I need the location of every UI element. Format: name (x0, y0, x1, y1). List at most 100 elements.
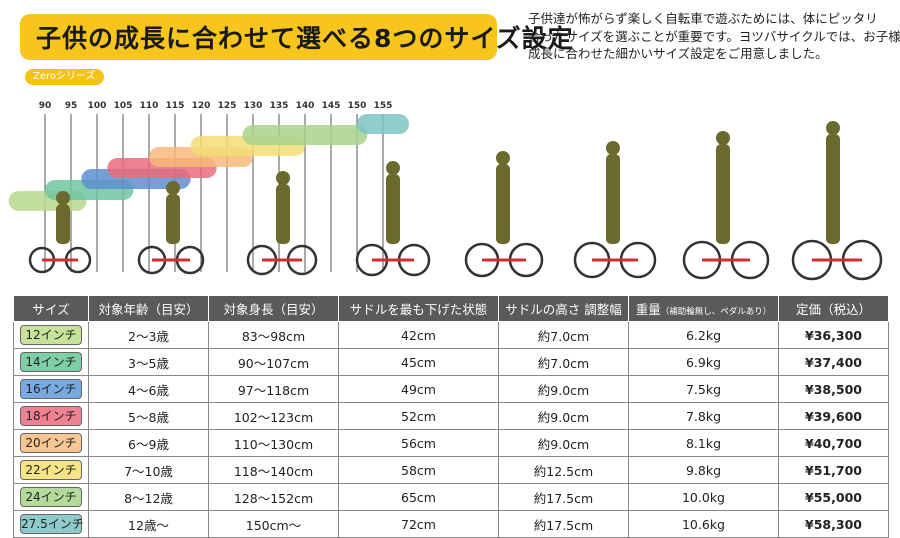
size-cell: 22インチ (13, 456, 89, 484)
age-cell: 6～9歳 (88, 429, 209, 457)
scale-tick-label: 125 (218, 101, 237, 111)
height-cell: 97～118cm (208, 375, 339, 403)
header-saddle-min: サドルを最も下げた状態 (338, 295, 499, 322)
child-head (166, 181, 180, 195)
description-line: 子供達が怖がらず楽しく自転車で遊ぶためには、体にピッタリ (528, 11, 878, 26)
table-row: 14インチ 3～5歳 90～107cm 45cm 約7.0cm 6.9kg ¥37,400 (13, 348, 889, 376)
adjust-cell: 約9.0cm (498, 402, 629, 430)
size-badge: 20インチ (20, 433, 82, 453)
age-cell: 12歳～ (88, 510, 209, 538)
saddle-min-cell: 42cm (338, 321, 499, 349)
size-cell: 16インチ (13, 375, 89, 403)
scale-tick-label: 145 (322, 101, 341, 111)
saddle-min-cell: 45cm (338, 348, 499, 376)
adjust-cell: 約7.0cm (498, 348, 629, 376)
adjust-cell: 約12.5cm (498, 456, 629, 484)
saddle-min-cell: 56cm (338, 429, 499, 457)
weight-cell: 6.9kg (628, 348, 779, 376)
age-cell: 2～3歳 (88, 321, 209, 349)
scale-tick-label: 150 (348, 101, 367, 111)
scale-tick-label: 110 (140, 101, 159, 111)
child-silhouette (386, 174, 400, 244)
price-cell: ¥40,700 (778, 429, 889, 457)
adjust-cell: 約17.5cm (498, 510, 629, 538)
size-badge: 12インチ (20, 325, 82, 345)
adjust-cell: 約7.0cm (498, 321, 629, 349)
height-chart: 90 95 100 105 110 115 120 125 130 135 140 145 150 155 (8, 101, 883, 281)
price-cell: ¥38,500 (778, 375, 889, 403)
scale-tick-label: 120 (192, 101, 211, 111)
table-row: 18インチ 5～8歳 102～123cm 52cm 約9.0cm 7.8kg ¥39,600 (13, 402, 889, 430)
weight-cell: 8.1kg (628, 429, 779, 457)
header-adjust: サドルの高さ 調整幅 (498, 295, 629, 322)
size-badge: 18インチ (20, 406, 82, 426)
price-cell: ¥37,400 (778, 348, 889, 376)
child-silhouette (56, 204, 70, 244)
child-head (496, 151, 510, 165)
scale-tick-label: 90 (39, 101, 52, 111)
weight-cell: 7.5kg (628, 375, 779, 403)
scale-tick-label: 115 (166, 101, 185, 111)
height-cell: 102～123cm (208, 402, 339, 430)
table-row: 27.5インチ 12歳～ 150cm～ 72cm 約17.5cm 10.6kg ¥58,30… (13, 510, 889, 538)
age-cell: 4～6歳 (88, 375, 209, 403)
table-header-row: サイズ 対象年齢（目安） 対象身長（目安） サドルを最も下げた状態 サドルの高さ… (13, 295, 889, 322)
size-cell: 18インチ (13, 402, 89, 430)
header-age: 対象年齢（目安） (88, 295, 209, 322)
age-cell: 8～12歳 (88, 483, 209, 511)
height-cell: 150cm～ (208, 510, 339, 538)
size-cell: 14インチ (13, 348, 89, 376)
header-size: サイズ (13, 295, 89, 322)
saddle-min-cell: 58cm (338, 456, 499, 484)
table-row: 16インチ 4～6歳 97～118cm 49cm 約9.0cm 7.5kg ¥38,500 (13, 375, 889, 403)
header-height: 対象身長（目安） (208, 295, 339, 322)
size-cell: 20インチ (13, 429, 89, 457)
size-badge: 16インチ (20, 379, 82, 399)
child-silhouette (496, 164, 510, 244)
child-silhouette (166, 194, 180, 244)
size-badge: 27.5インチ (20, 514, 84, 534)
size-cell: 27.5インチ (13, 510, 89, 538)
price-cell: ¥51,700 (778, 456, 889, 484)
age-cell: 3～5歳 (88, 348, 209, 376)
saddle-min-cell: 72cm (338, 510, 499, 538)
size-cell: 24インチ (13, 483, 89, 511)
scale-tick-label: 105 (114, 101, 133, 111)
adjust-cell: 約17.5cm (498, 483, 629, 511)
scale-tick-label: 95 (65, 101, 78, 111)
child-head (386, 161, 400, 175)
scale-tick-label: 140 (296, 101, 315, 111)
adjust-cell: 約9.0cm (498, 429, 629, 457)
child-silhouette (716, 144, 730, 244)
series-badge: Zeroシリーズ (25, 69, 104, 85)
child-silhouette (606, 154, 620, 244)
spec-table: サイズ 対象年齢（目安） 対象身長（目安） サドルを最も下げた状態 サドルの高さ… (13, 295, 889, 538)
size-badge: 22インチ (20, 460, 82, 480)
header-weight-note: （補助輪無し、ペダルあり） (660, 307, 772, 317)
header-weight-label: 重量 (635, 302, 661, 317)
child-head (276, 171, 290, 185)
child-silhouette (276, 184, 290, 244)
height-band (357, 114, 409, 134)
child-silhouette (826, 134, 840, 244)
description-line: 成長に合わせた細かいサイズ設定をご用意しました。 (528, 46, 828, 61)
saddle-min-cell: 49cm (338, 375, 499, 403)
scale-tick-label: 135 (270, 101, 289, 111)
price-cell: ¥36,300 (778, 321, 889, 349)
child-head (826, 121, 840, 135)
saddle-min-cell: 65cm (338, 483, 499, 511)
size-badge: 24インチ (20, 487, 82, 507)
scale-tick-label: 155 (374, 101, 393, 111)
table-row: 22インチ 7～10歳 118～140cm 58cm 約12.5cm 9.8kg ¥51,7… (13, 456, 889, 484)
size-cell: 12インチ (13, 321, 89, 349)
page-title: 子供の成長に合わせて選べる8つのサイズ設定 (36, 24, 574, 53)
saddle-min-cell: 52cm (338, 402, 499, 430)
description: 子供達が怖がらず楽しく自転車で遊ぶためには、体にピッタリ 合ったサイズを選ぶこと… (528, 10, 900, 63)
height-cell: 90～107cm (208, 348, 339, 376)
weight-cell: 7.8kg (628, 402, 779, 430)
adjust-cell: 約9.0cm (498, 375, 629, 403)
height-cell: 110～130cm (208, 429, 339, 457)
scale-tick-label: 130 (244, 101, 263, 111)
child-head (606, 141, 620, 155)
header-price: 定価（税込） (778, 295, 889, 322)
